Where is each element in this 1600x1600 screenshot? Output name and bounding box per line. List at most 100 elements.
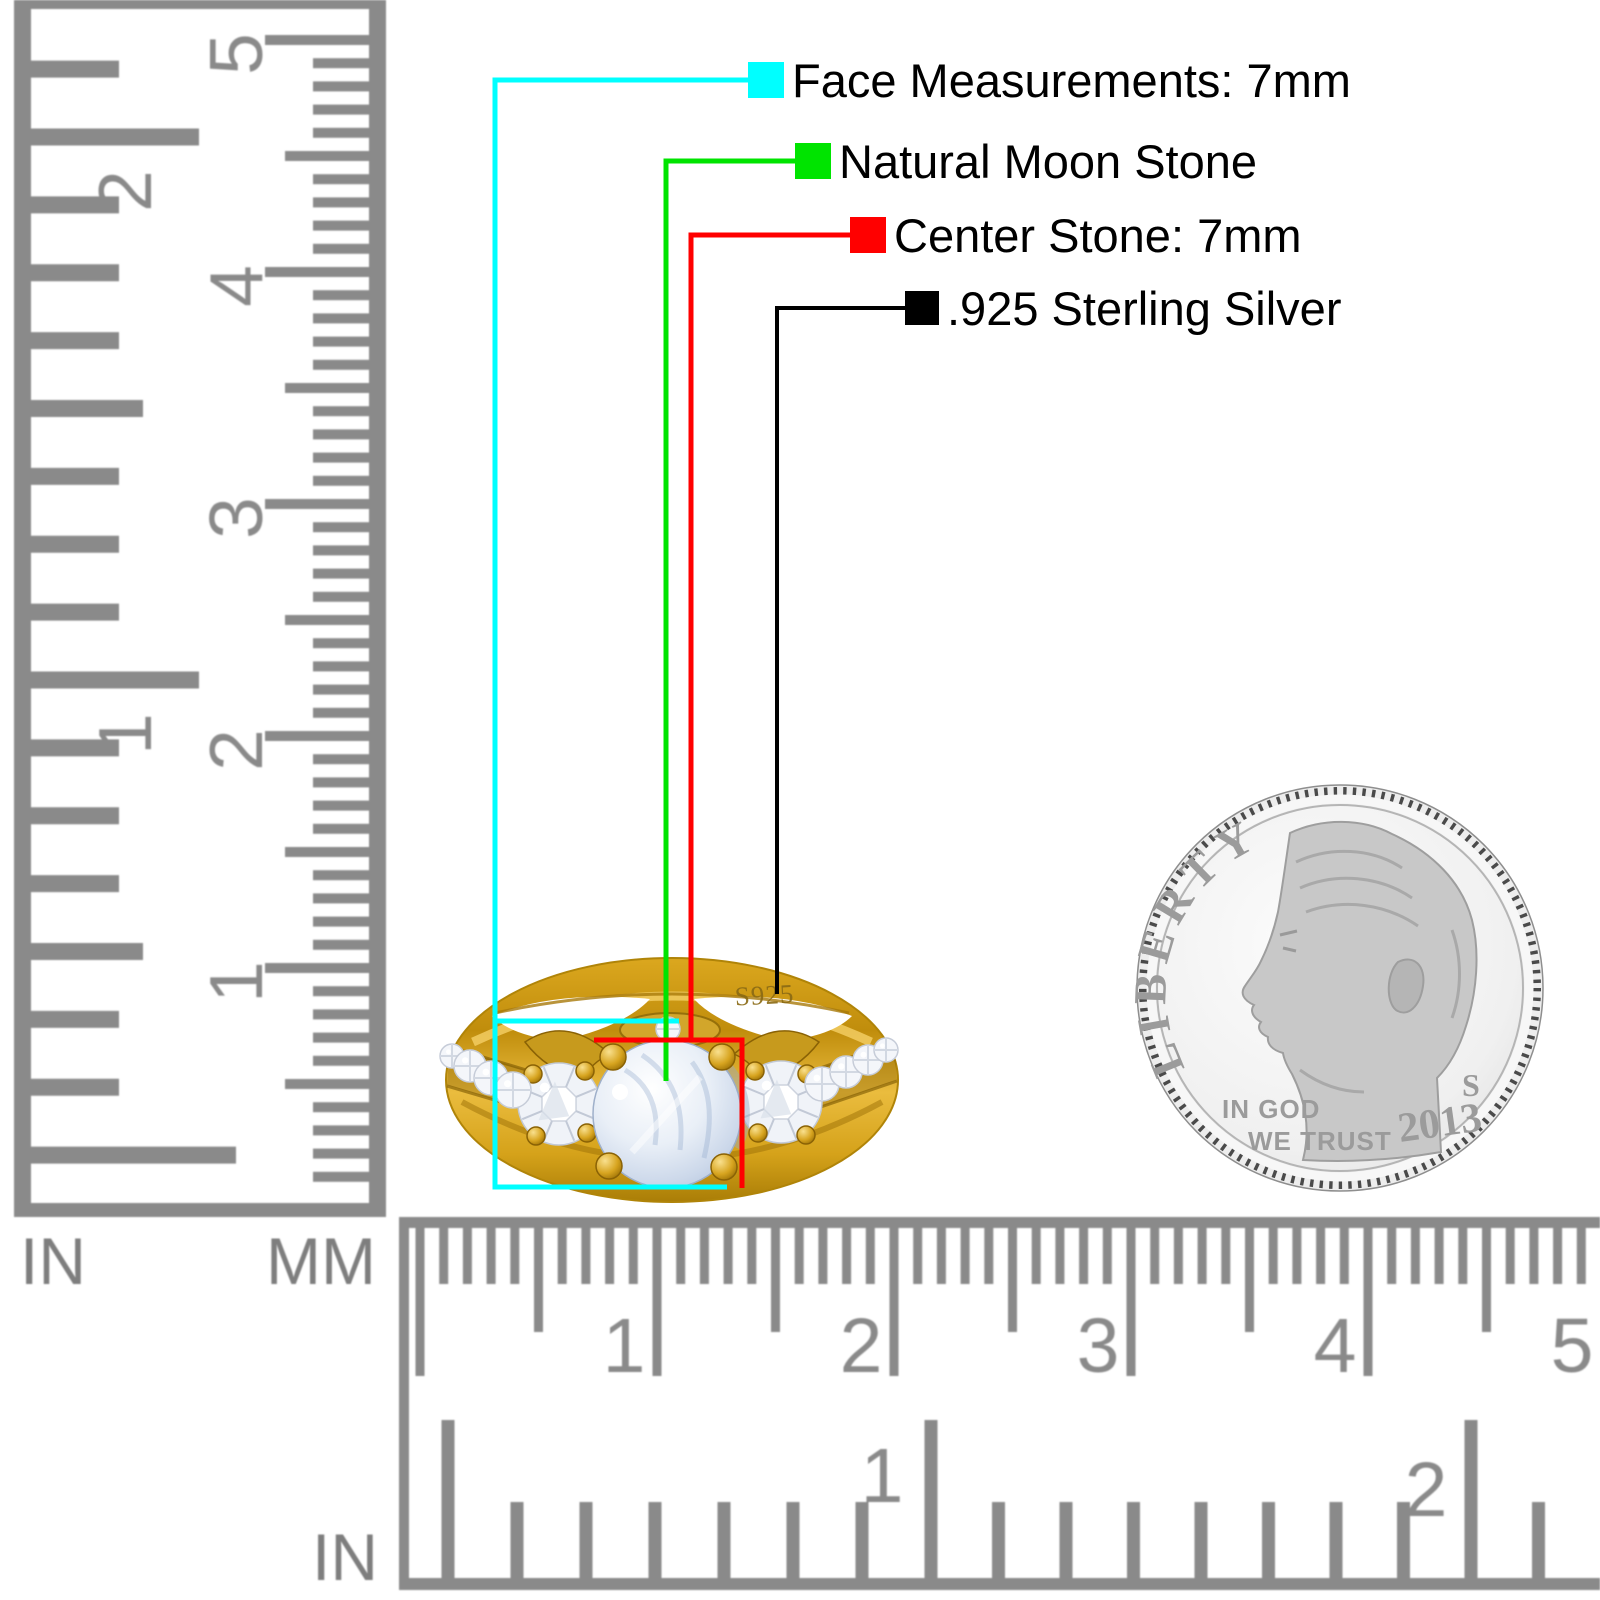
ruler-tick: [865, 1228, 875, 1284]
ruler-tick: [486, 1228, 496, 1284]
ruler-tick: [771, 1228, 780, 1332]
ruler-tick: [313, 290, 369, 301]
ruler-tick: [313, 336, 369, 347]
ruler-tick: [628, 1228, 638, 1284]
ruler-tick: [1292, 1228, 1302, 1284]
prong-icon: [710, 1153, 738, 1181]
ruler-tick: [285, 383, 369, 393]
ruler-tick: [1387, 1228, 1397, 1284]
ruler-tick: [699, 1228, 709, 1284]
ruler-tick: [936, 1228, 946, 1284]
legend-label-center: Center Stone: 7mm: [894, 208, 1302, 262]
ruler-tick: [648, 1502, 662, 1578]
callout-center-line: [594, 232, 850, 1188]
ruler-tick: [313, 823, 369, 834]
ruler-tick: [31, 739, 119, 757]
callout-metal-line: [775, 306, 905, 994]
ruler-tick: [462, 1228, 472, 1284]
ruler-tick: [534, 1228, 543, 1332]
legend-item-center: Center Stone: 7mm: [850, 207, 1302, 263]
ruler-edge: [399, 1217, 409, 1590]
ruler-tick: [31, 1078, 119, 1096]
callout-lines: [492, 77, 905, 1190]
ruler-tick: [818, 1228, 828, 1284]
ruler-tick: [1127, 1502, 1140, 1578]
ruler-tick: [313, 870, 369, 881]
ruler-tick: [1410, 1228, 1420, 1284]
ruler-tick: [313, 1032, 369, 1043]
ruler-tick: [924, 1420, 938, 1578]
legend-label-face: Face Measurements: 7mm: [792, 53, 1351, 107]
ruler-tick: [747, 1228, 757, 1284]
ruler-tick: [723, 1228, 733, 1284]
ruler-tick: [285, 615, 369, 625]
prong-icon: [745, 1061, 765, 1081]
ruler-tick: [510, 1228, 520, 1284]
moonstone-streak: [629, 1074, 703, 1155]
ruler-tick: [313, 1125, 369, 1136]
green-swatch-icon: [795, 143, 831, 179]
ruler-tick: [313, 522, 369, 533]
prong-icon: [796, 1125, 816, 1145]
hair-lines: [1295, 849, 1461, 1094]
ruler-tick: [510, 1502, 524, 1578]
ruler-tick: [1464, 1420, 1478, 1578]
ruler-tick: [31, 264, 119, 282]
ruler-tick: [984, 1228, 994, 1284]
ruler-tick: [1553, 1228, 1563, 1284]
ruler-tick: [31, 1146, 236, 1164]
ruler-tick: [889, 1228, 899, 1376]
ruler-tick: [1316, 1228, 1326, 1284]
dime-photo: LIBERTY IN GOD WE TRUST 2013 S: [1124, 784, 1544, 1192]
roosevelt-profile: [1241, 820, 1478, 1162]
ruler-number: 1: [603, 1303, 646, 1389]
moonstone-prongs: [595, 1043, 738, 1181]
ruler-number: 5: [194, 33, 278, 75]
ruler-tick: [1268, 1228, 1278, 1284]
ruler-tick: [265, 35, 369, 45]
ruler-tick: [31, 332, 119, 350]
ruler-tick: [855, 1502, 869, 1578]
ruler-tick: [1197, 1228, 1207, 1284]
unit-label-mm: MM: [266, 1224, 376, 1298]
ruler-tick: [313, 707, 369, 718]
ruler-edge: [14, 1203, 386, 1217]
black-swatch-icon: [905, 291, 939, 325]
prong-icon: [526, 1126, 546, 1146]
ruler-tick: [285, 847, 369, 857]
ruler-tick: [1262, 1502, 1275, 1578]
ruler-tick: [1055, 1228, 1065, 1284]
horizontal-ruler: 1 2 3 4 5 1 2 IN: [312, 1217, 1600, 1594]
ruler-tick: [265, 731, 369, 741]
ruler-tick: [313, 313, 369, 324]
ruler-tick: [992, 1502, 1005, 1578]
moonstone: [592, 1039, 750, 1189]
ruler-tick: [1059, 1502, 1073, 1578]
ruler-tick: [313, 58, 369, 69]
ruler-tick: [1458, 1228, 1468, 1284]
ruler-edge: [14, 0, 386, 9]
ruler-tick: [313, 545, 369, 556]
ruler-tick: [265, 267, 369, 277]
ruler-tick: [313, 243, 369, 254]
ruler-tick: [31, 943, 143, 960]
ruler-number: 2: [83, 170, 167, 212]
ruler-number: 1: [83, 713, 167, 755]
ruler-tick: [313, 986, 369, 997]
ruler-tick: [557, 1228, 567, 1284]
ruler-tick: [313, 939, 369, 950]
ruler-tick: [1221, 1228, 1231, 1284]
ruler-tick: [717, 1502, 731, 1578]
prong-icon: [577, 1123, 597, 1143]
ruler-tick: [439, 1228, 449, 1284]
ruler-tick: [1102, 1228, 1112, 1284]
ruler-tick: [313, 684, 369, 695]
ruler-tick: [285, 151, 369, 161]
cyan-swatch-icon: [748, 62, 784, 98]
ruler-tick: [1329, 1502, 1343, 1578]
unit-label-in: IN: [20, 1224, 86, 1298]
legend-item-metal: .925 Sterling Silver: [905, 280, 1341, 336]
channel-stone: [494, 1071, 532, 1109]
ruler-tick: [31, 128, 199, 146]
ruler-number: 4: [194, 265, 278, 307]
